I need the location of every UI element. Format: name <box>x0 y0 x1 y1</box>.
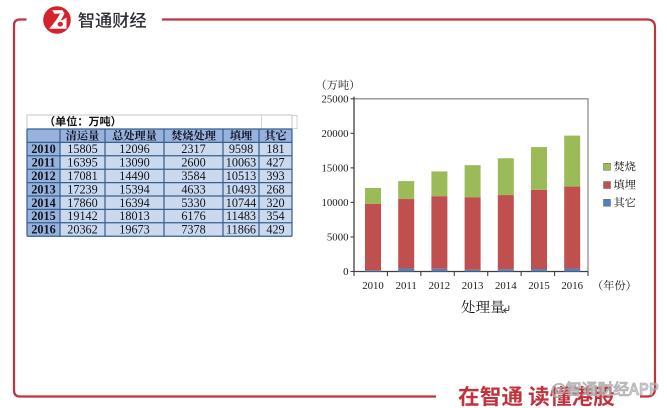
svg-text:15000: 15000 <box>322 163 349 175</box>
svg-text:2010: 2010 <box>362 280 384 292</box>
svg-text:10000: 10000 <box>322 197 349 209</box>
svg-text:10063: 10063 <box>226 156 256 170</box>
svg-text:0: 0 <box>343 266 348 278</box>
svg-text:2015: 2015 <box>31 209 55 223</box>
svg-text:25000: 25000 <box>322 94 349 106</box>
svg-text:4633: 4633 <box>181 182 205 196</box>
svg-text:16394: 16394 <box>119 196 149 210</box>
svg-text:320: 320 <box>266 196 284 210</box>
svg-text:10513: 10513 <box>226 169 256 183</box>
svg-text:268: 268 <box>266 182 284 196</box>
svg-text:2317: 2317 <box>181 142 205 156</box>
svg-text:2011: 2011 <box>32 156 56 170</box>
svg-text:17860: 17860 <box>67 196 97 210</box>
svg-text:181: 181 <box>266 142 284 156</box>
svg-text:17239: 17239 <box>67 182 97 196</box>
svg-text:10493: 10493 <box>226 182 256 196</box>
svg-text:12096: 12096 <box>119 142 149 156</box>
svg-text:14490: 14490 <box>119 169 149 183</box>
svg-text:16395: 16395 <box>67 156 97 170</box>
svg-text:6176: 6176 <box>181 209 205 223</box>
svg-text:2600: 2600 <box>181 156 205 170</box>
svg-text:15394: 15394 <box>119 182 149 196</box>
svg-text:3584: 3584 <box>181 169 205 183</box>
svg-text:393: 393 <box>266 169 284 183</box>
svg-text:20000: 20000 <box>322 128 349 140</box>
svg-text:2016: 2016 <box>31 223 55 237</box>
svg-text:5000: 5000 <box>327 232 349 244</box>
svg-text:2012: 2012 <box>429 280 451 292</box>
svg-text:2016: 2016 <box>561 280 583 292</box>
svg-text:429: 429 <box>266 223 284 237</box>
svg-text:2013: 2013 <box>31 182 55 196</box>
svg-text:19673: 19673 <box>119 223 149 237</box>
svg-text:11483: 11483 <box>226 209 256 223</box>
svg-text:2015: 2015 <box>528 280 550 292</box>
svg-text:5330: 5330 <box>181 196 205 210</box>
svg-text:427: 427 <box>266 156 284 170</box>
svg-text:2014: 2014 <box>495 280 517 292</box>
svg-text:7378: 7378 <box>181 223 205 237</box>
svg-text:18013: 18013 <box>119 209 149 223</box>
svg-text:10744: 10744 <box>226 196 256 210</box>
svg-text:17081: 17081 <box>67 169 97 183</box>
svg-text:9598: 9598 <box>229 142 253 156</box>
svg-text:2014: 2014 <box>31 196 55 210</box>
svg-text:354: 354 <box>266 209 284 223</box>
svg-text:20362: 20362 <box>67 223 97 237</box>
svg-text:2011: 2011 <box>396 280 417 292</box>
svg-text:15805: 15805 <box>67 142 97 156</box>
svg-text:2010: 2010 <box>31 142 55 156</box>
svg-text:13090: 13090 <box>119 156 149 170</box>
svg-text:2012: 2012 <box>31 169 55 183</box>
svg-text:19142: 19142 <box>67 209 97 223</box>
svg-text:11866: 11866 <box>226 223 256 237</box>
svg-text:2013: 2013 <box>462 280 484 292</box>
